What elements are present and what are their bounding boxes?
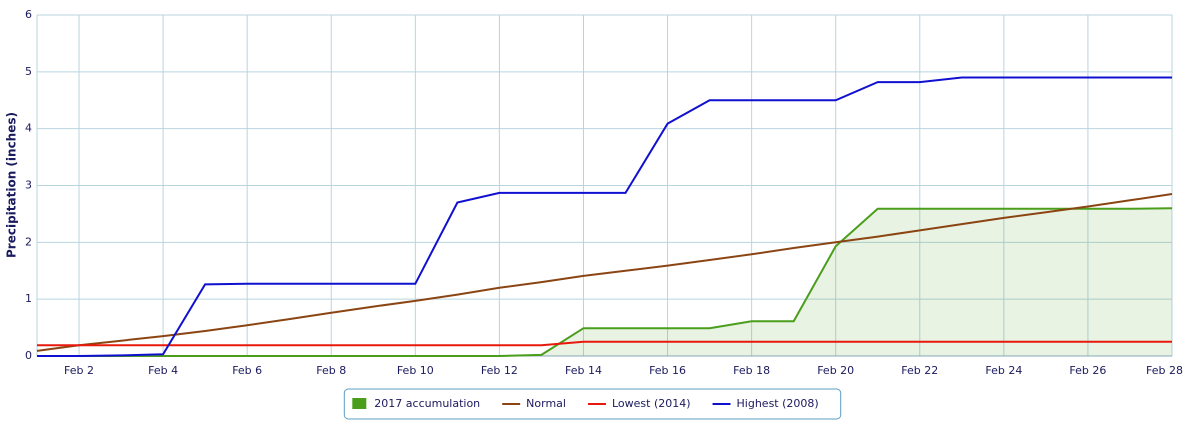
- legend-label: Highest (2008): [737, 397, 819, 410]
- line: [37, 340, 1172, 347]
- x-tick-label: Feb 10: [397, 364, 434, 377]
- x-tick-label: Feb 14: [565, 364, 602, 377]
- x-tick-label: Feb 20: [817, 364, 854, 377]
- x-tick-label: Feb 18: [733, 364, 770, 377]
- y-tick-label: 0: [25, 349, 32, 362]
- y-tick-label: 4: [25, 122, 32, 135]
- legend: 2017 accumulation Normal Lowest (2014) High…: [343, 388, 842, 420]
- legend-label: Normal: [526, 397, 566, 410]
- x-tick-label: Feb 2: [64, 364, 94, 377]
- x-tick-label: Feb 24: [985, 364, 1022, 377]
- x-tick-label: Feb 16: [649, 364, 686, 377]
- x-tick-label: Feb 22: [901, 364, 938, 377]
- legend-label: Lowest (2014): [612, 397, 691, 410]
- line: [36, 193, 1173, 352]
- y-axis-label: Precipitation (inches): [5, 112, 19, 258]
- legend-swatch: [352, 398, 367, 409]
- x-tick-label: Feb 12: [481, 364, 518, 377]
- y-tick-label: 6: [25, 8, 32, 21]
- x-tick-label: Feb 26: [1069, 364, 1106, 377]
- x-tick-label: Feb 28: [1146, 364, 1183, 377]
- line: [37, 76, 1172, 357]
- y-tick-label: 2: [25, 235, 32, 248]
- y-tick-label: 5: [25, 65, 32, 78]
- x-tick-label: Feb 6: [232, 364, 262, 377]
- x-tick-label: Feb 8: [316, 364, 346, 377]
- area: [37, 208, 1172, 356]
- y-tick-label: 1: [25, 292, 32, 305]
- legend-label: 2017 accumulation: [374, 397, 480, 410]
- y-tick-label: 3: [25, 179, 32, 192]
- x-tick-label: Feb 4: [148, 364, 178, 377]
- line: [37, 207, 1173, 357]
